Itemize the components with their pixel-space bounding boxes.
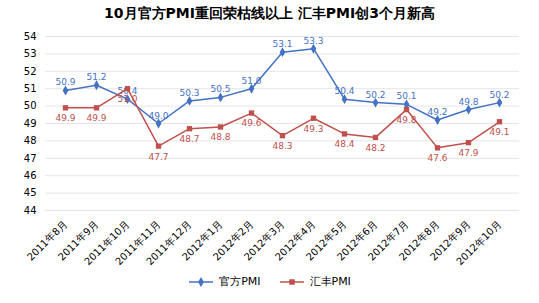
svg-text:46: 46 [24,170,37,181]
svg-text:51.2: 51.2 [86,72,106,82]
svg-text:2012年4月: 2012年4月 [272,218,318,263]
svg-text:2012年10月: 2012年10月 [454,218,503,267]
svg-text:2011年8月: 2011年8月 [24,218,70,263]
svg-text:48.4: 48.4 [334,139,354,149]
svg-text:51.0: 51.0 [117,94,137,104]
svg-text:52: 52 [24,66,37,77]
svg-text:49.2: 49.2 [427,107,447,117]
svg-text:44: 44 [24,205,37,216]
svg-text:49.6: 49.6 [241,118,261,128]
svg-text:48.2: 48.2 [365,143,385,153]
svg-text:53.3: 53.3 [303,36,323,46]
svg-text:50.2: 50.2 [489,90,509,100]
svg-text:49.3: 49.3 [303,124,323,134]
svg-text:50.4: 50.4 [334,86,354,96]
svg-text:2012年2月: 2012年2月 [210,218,256,263]
svg-text:2011年11月: 2011年11月 [113,218,163,268]
svg-text:50.4: 50.4 [117,86,138,97]
svg-text:50.5: 50.5 [210,84,230,94]
html-text:汇丰PMI: 汇丰PMI [309,275,351,288]
svg-text:2012年9月: 2012年9月 [427,218,473,263]
svg-text:47.7: 47.7 [148,152,168,162]
svg-text:49.8: 49.8 [458,97,478,107]
svg-text:48.8: 48.8 [210,132,230,142]
svg-text:49.0: 49.0 [148,111,168,121]
svg-text:50.9: 50.9 [55,77,75,87]
svg-text:49.8: 49.8 [396,115,416,125]
svg-text:2012年6月: 2012年6月 [334,218,380,263]
svg-text:51: 51 [24,83,37,94]
svg-text:50.3: 50.3 [179,88,199,98]
svg-text:45: 45 [24,187,37,198]
svg-text:2011年10月: 2011年10月 [82,218,132,268]
svg-text:49.9: 49.9 [86,113,106,123]
svg-text:2012年7月: 2012年7月 [365,218,411,263]
svg-text:49.9: 49.9 [55,113,75,123]
svg-text:2011年9月: 2011年9月 [55,218,101,263]
svg-text:2012年1月: 2012年1月 [179,218,225,263]
svg-text:49.1: 49.1 [489,127,509,137]
svg-text:50.1: 50.1 [396,91,416,101]
svg-text:47.9: 47.9 [458,148,478,158]
svg-text:48.3: 48.3 [272,141,292,151]
svg-text:2012年5月: 2012年5月 [303,218,349,263]
svg-text:53.1: 53.1 [272,39,292,49]
svg-text:49: 49 [24,118,37,129]
svg-text:51.0: 51.0 [241,76,261,86]
svg-text:2012年8月: 2012年8月 [396,218,442,263]
svg-text:53: 53 [24,48,37,59]
svg-text:50: 50 [24,100,37,111]
svg-text:2012年3月: 2012年3月 [241,218,287,263]
svg-text:47.6: 47.6 [427,153,447,163]
svg-text:48.7: 48.7 [179,134,199,144]
svg-text:2011年12月: 2011年12月 [144,218,194,268]
svg-text:54: 54 [24,31,37,42]
svg-text:50.2: 50.2 [365,90,385,100]
svg-text:47: 47 [24,153,37,164]
svg-text:48: 48 [24,135,37,146]
html-text:官方PMI: 官方PMI [219,275,261,288]
html-text:10月官方PMI重回荣枯线以上 汇丰PMI创3个月新高: 10月官方PMI重回荣枯线以上 汇丰PMI创3个月新高 [104,5,435,21]
